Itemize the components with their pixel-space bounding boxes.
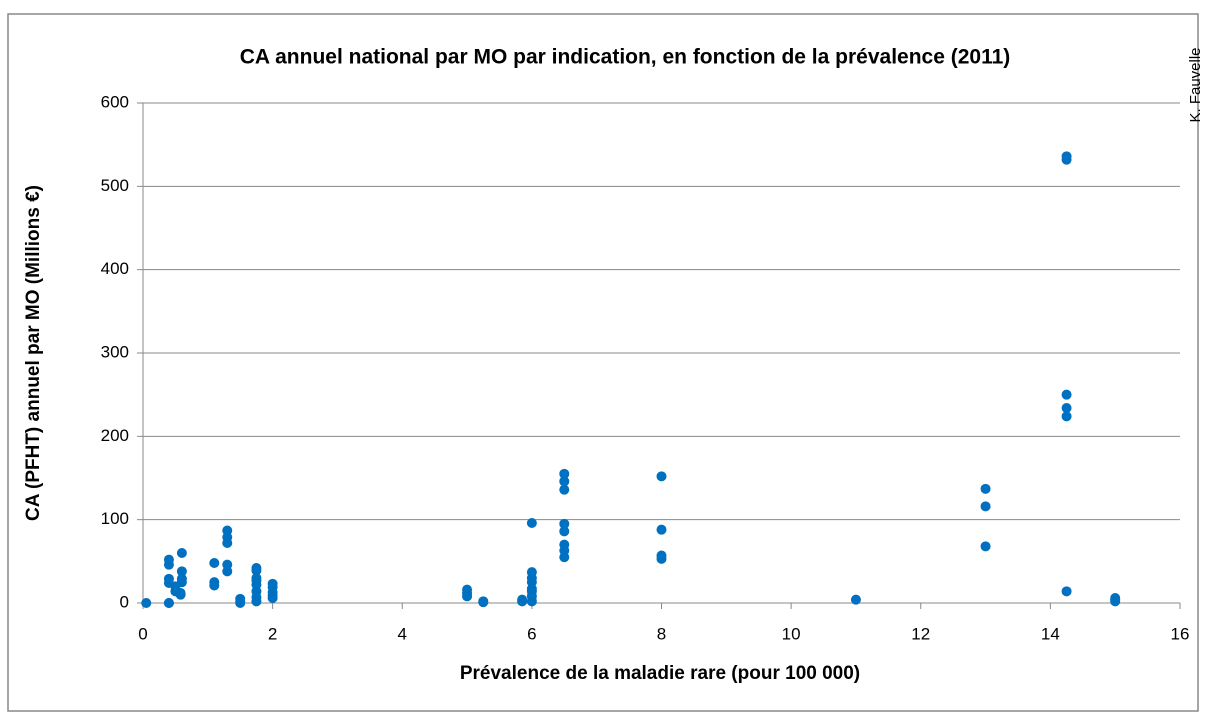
point xyxy=(222,566,233,577)
x-tick-label: 12 xyxy=(911,624,930,643)
point xyxy=(656,553,667,564)
point xyxy=(517,596,528,607)
point xyxy=(176,548,187,558)
x-tick-label: 10 xyxy=(782,624,801,643)
y-tick-label: 300 xyxy=(101,342,129,361)
point xyxy=(251,565,262,576)
point xyxy=(222,538,233,548)
point xyxy=(478,597,489,608)
x-tick-label: 6 xyxy=(527,624,536,643)
point xyxy=(1061,411,1072,422)
point xyxy=(656,471,667,482)
y-tick-label: 500 xyxy=(101,176,129,195)
point xyxy=(251,596,262,607)
x-tick-label: 0 xyxy=(138,624,147,643)
point xyxy=(559,476,570,487)
y-tick-label: 400 xyxy=(101,259,129,278)
x-tick-label: 4 xyxy=(398,624,407,643)
point xyxy=(526,518,537,528)
x-axis-title: Prévalence de la maladie rare (pour 100 … xyxy=(460,663,860,684)
point xyxy=(559,518,570,529)
point xyxy=(1061,403,1072,413)
chart-border xyxy=(7,13,1199,712)
point xyxy=(1110,596,1121,607)
point xyxy=(526,596,537,607)
point xyxy=(559,526,570,537)
x-tick-label: 8 xyxy=(657,624,666,643)
point xyxy=(850,594,861,605)
point xyxy=(267,593,278,603)
annotation: K. Fauvelle xyxy=(1187,47,1204,122)
point xyxy=(235,598,246,608)
point xyxy=(141,598,152,608)
y-tick-label: 200 xyxy=(101,426,129,445)
point xyxy=(176,573,187,584)
point xyxy=(1061,154,1072,165)
chart-title: CA annuel national par MO par indication… xyxy=(240,46,1011,69)
point xyxy=(980,501,991,512)
point xyxy=(163,598,174,608)
y-tick-label: 600 xyxy=(101,92,129,111)
x-tick-label: 14 xyxy=(1041,624,1060,643)
point xyxy=(175,588,186,598)
point xyxy=(1061,586,1072,597)
point xyxy=(176,566,187,577)
y-axis-title: CA (PFHT) annuel par MO (Millions €) xyxy=(23,185,44,521)
point xyxy=(559,484,570,495)
point xyxy=(656,524,667,535)
point xyxy=(980,483,991,494)
y-tick-label: 0 xyxy=(120,592,129,611)
point xyxy=(559,468,570,479)
x-tick-label: 16 xyxy=(1171,624,1190,643)
point xyxy=(163,559,174,570)
point xyxy=(1061,389,1072,400)
point xyxy=(209,558,220,568)
x-tick-label: 2 xyxy=(268,624,277,643)
point xyxy=(209,580,220,591)
point xyxy=(462,591,473,602)
point xyxy=(980,541,991,552)
y-tick-label: 100 xyxy=(101,509,129,528)
point xyxy=(559,552,570,563)
